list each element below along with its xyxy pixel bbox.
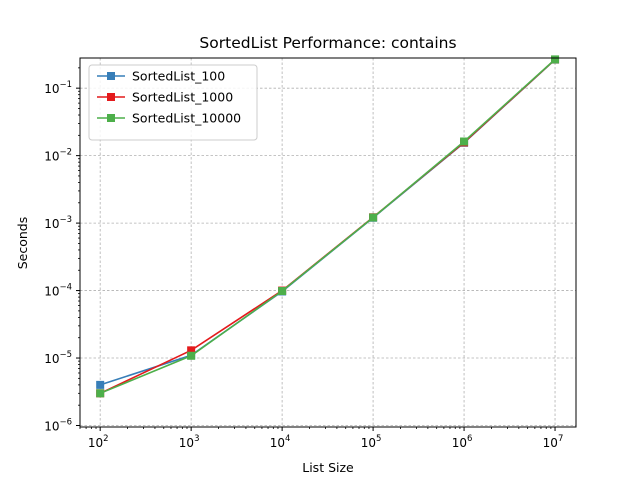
series-group [96, 55, 560, 398]
x-tick-label: 107 [543, 434, 564, 450]
plot-frame [79, 57, 577, 428]
legend-marker [107, 72, 115, 80]
data-point [96, 389, 105, 398]
y-tick-label: 10−3 [44, 215, 72, 231]
y-tick-label: 10−2 [44, 148, 72, 164]
data-point [551, 55, 560, 64]
chart-title: SortedList Performance: contains [199, 34, 456, 52]
data-point [96, 380, 105, 389]
grid [80, 58, 576, 427]
y-axis-label: Seconds [15, 217, 30, 270]
data-point [460, 137, 469, 146]
x-tick-label: 104 [270, 434, 291, 450]
y-tick-label: 10−1 [44, 80, 72, 96]
legend-label: SortedList_10000 [132, 111, 241, 126]
y-tick-label: 10−5 [44, 350, 72, 366]
x-tick-label: 102 [88, 434, 109, 450]
legend-label: SortedList_100 [132, 69, 225, 84]
legend-marker [107, 114, 115, 122]
data-point [187, 346, 196, 355]
legend-marker [107, 93, 115, 101]
x-tick-label: 106 [452, 434, 473, 450]
series-line [99, 58, 556, 395]
x-axis-label: List Size [302, 460, 354, 475]
y-tick-label: 10−6 [44, 417, 72, 433]
data-point [369, 213, 378, 222]
data-point [278, 287, 287, 296]
legend-box [88, 64, 258, 141]
x-tick-label: 103 [179, 434, 200, 450]
legend-label: SortedList_1000 [132, 90, 233, 105]
legend: SortedList_100 SortedList_1000 SortedList_… [88, 64, 258, 141]
y-tick-label: 10−4 [44, 283, 72, 299]
data-point [187, 351, 196, 360]
axis-ticks: 102 103 104 105 106 107 10−6 10−5 10−4 10−3 10−2 10… [44, 67, 564, 450]
x-tick-label: 105 [361, 434, 382, 450]
series-SortedList_10000 [96, 55, 560, 398]
